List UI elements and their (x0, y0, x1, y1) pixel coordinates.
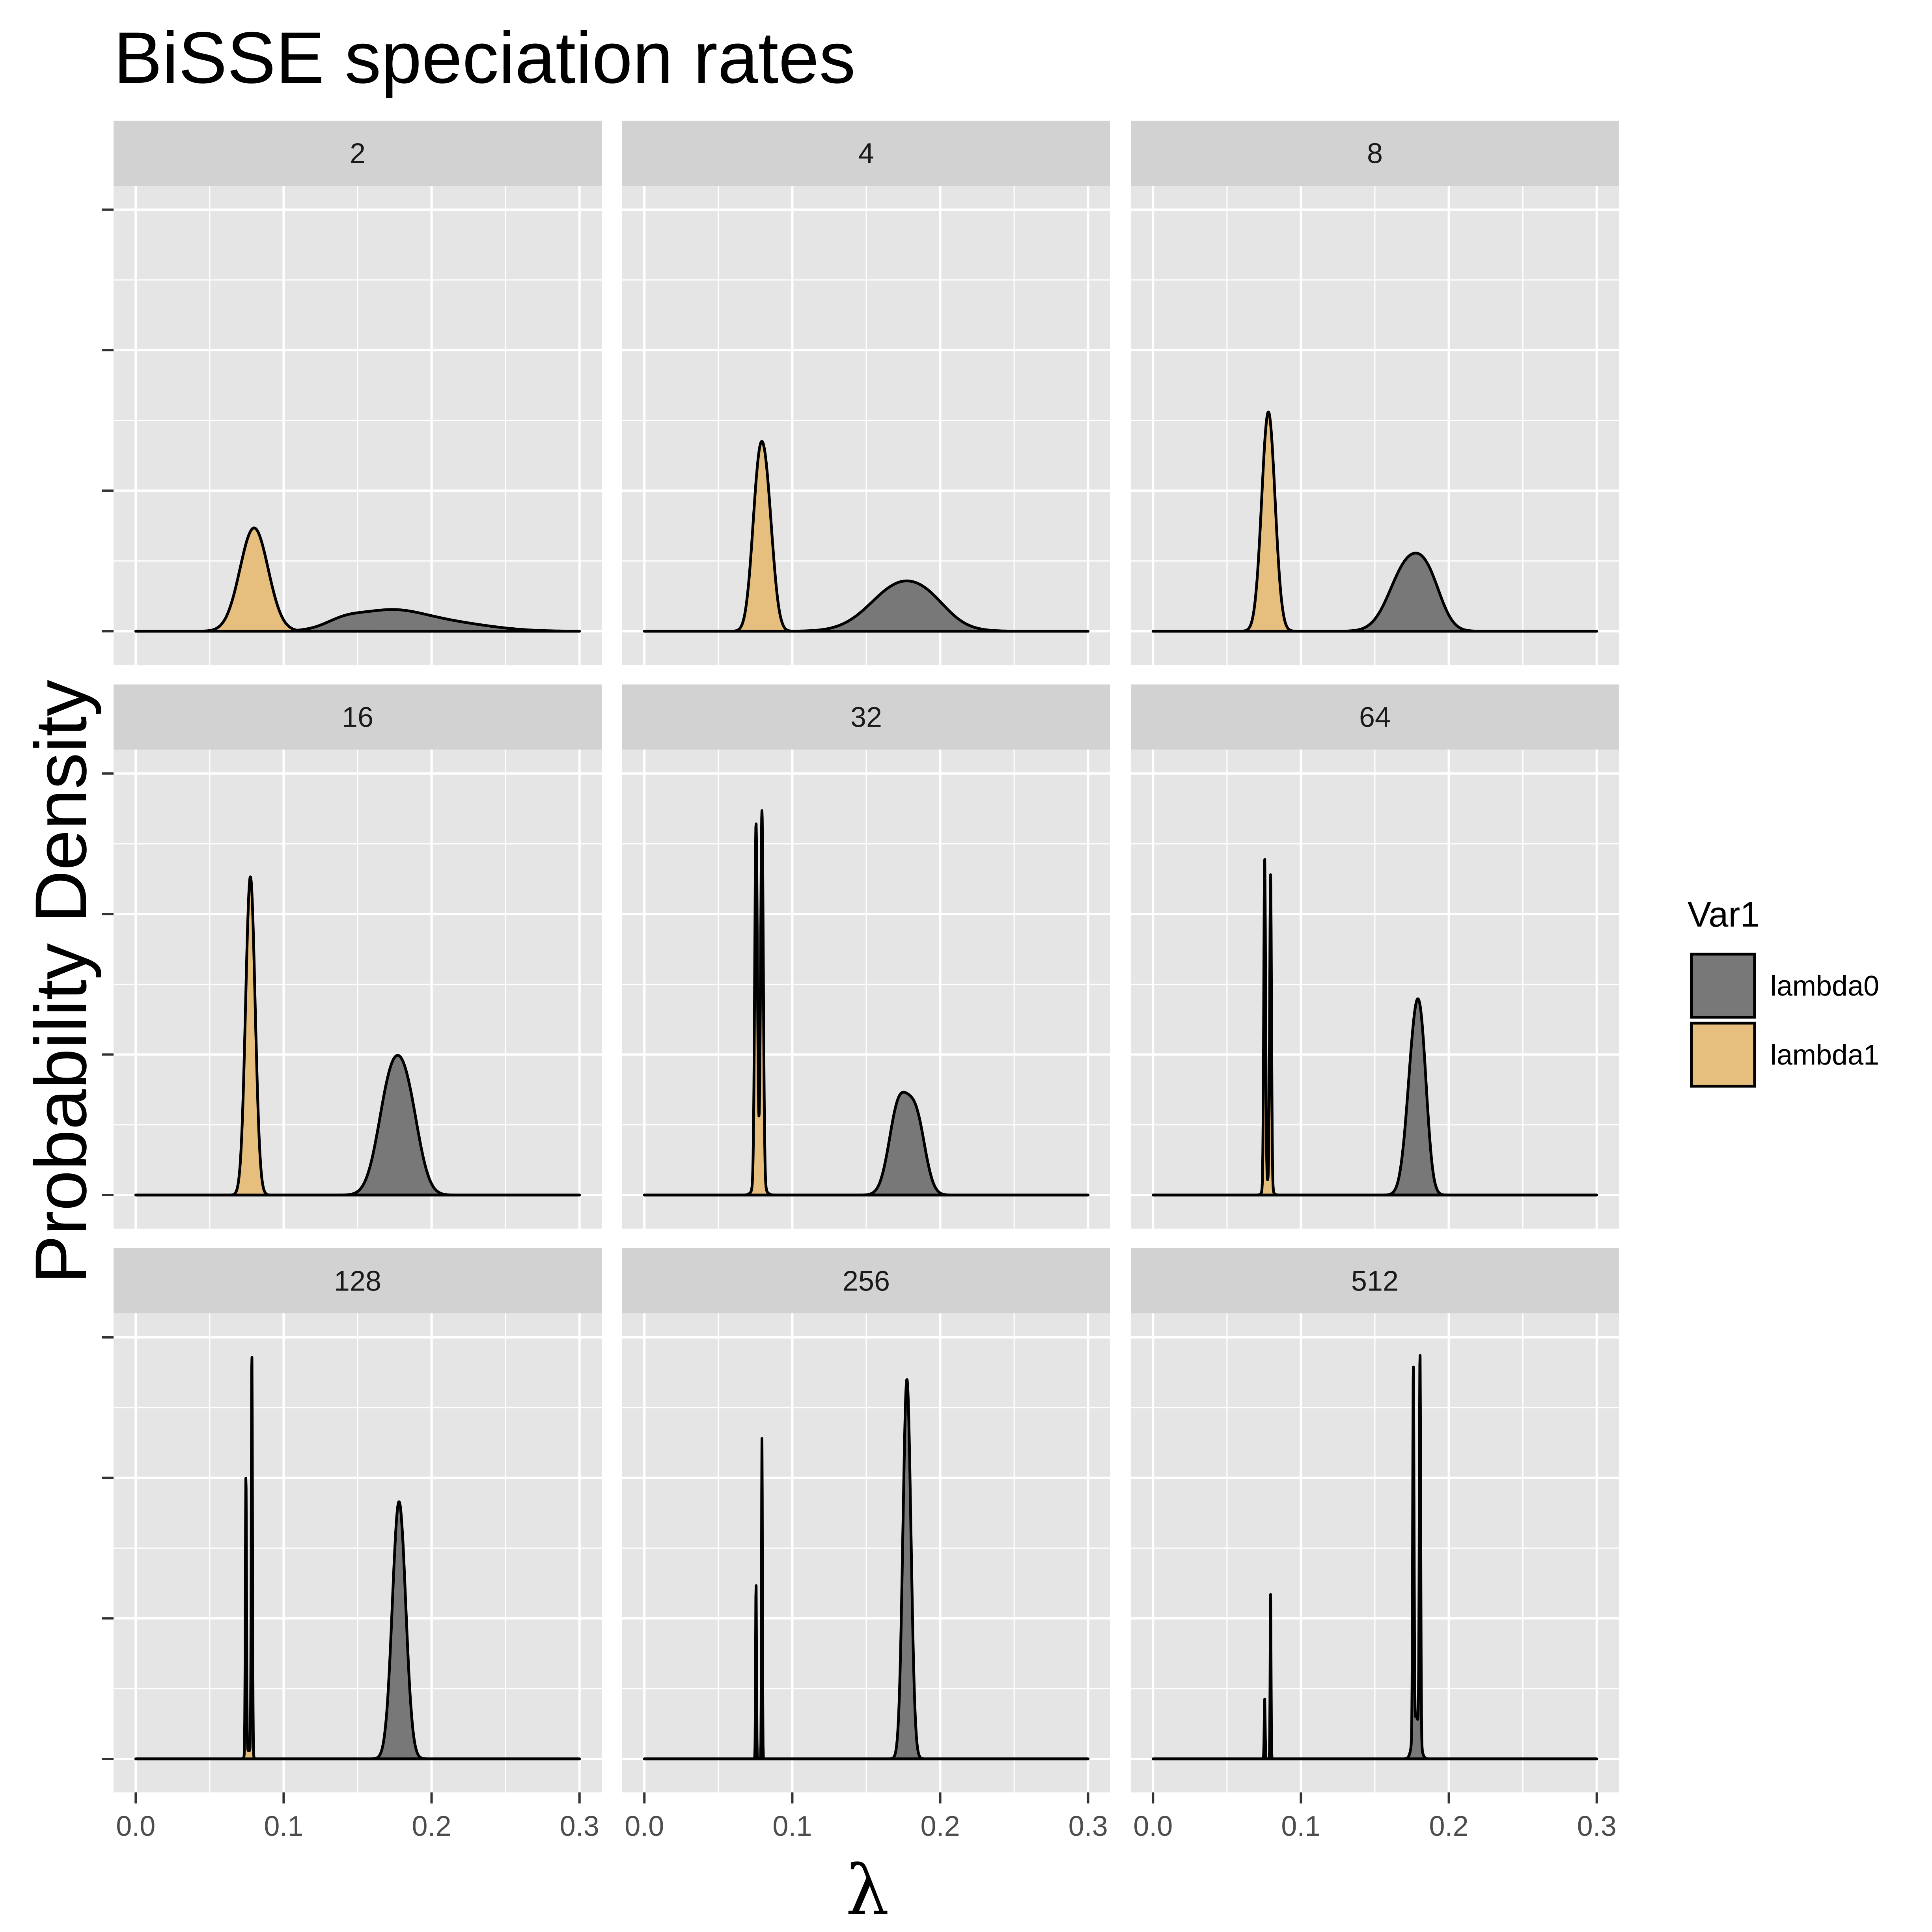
density-lambda1 (643, 1437, 1090, 1760)
facet-strip-label: 512 (1351, 1266, 1399, 1297)
facet-strip-label: 128 (334, 1266, 381, 1297)
density-lambda1 (1151, 858, 1598, 1197)
density-lambda1 (134, 1356, 581, 1760)
density-lambda1 (1151, 410, 1598, 633)
facet-panel-256: 256 0.0 0.1 0.2 0.3 (622, 1248, 1110, 1842)
facet-panel-512: 512 0.0 0.1 0.2 0.3 (1131, 1248, 1619, 1842)
facet-strip-label: 256 (843, 1266, 890, 1297)
facet-strip-label: 16 (342, 702, 373, 733)
x-tick-label: 0.2 (412, 1811, 451, 1842)
legend-key-lambda1 (1690, 1022, 1756, 1088)
facet-strip-label: 8 (1367, 138, 1383, 170)
legend-items: lambda0 lambda1 (1690, 953, 1879, 1088)
facet-panel-4: 4 (622, 121, 1110, 665)
density-lambda1 (134, 875, 581, 1197)
x-tick-label: 0.2 (921, 1811, 960, 1842)
facet-strip (622, 684, 1110, 750)
legend-label-lambda1: lambda1 (1770, 1039, 1879, 1071)
legend-key-lambda0 (1690, 953, 1756, 1019)
facet-strip (114, 121, 602, 186)
x-tick-label: 0.1 (1281, 1811, 1320, 1842)
legend: Var1 lambda0 lambda1 (1688, 895, 1879, 1088)
x-tick-label: 0.3 (1069, 1811, 1108, 1842)
density-lambda1 (1151, 1593, 1598, 1760)
x-tick-label: 0.0 (625, 1811, 664, 1842)
facet-panel-8: 8 (1131, 121, 1619, 665)
x-tick-label: 0.1 (264, 1811, 303, 1842)
facet-strip (114, 1248, 602, 1313)
density-lambda1 (643, 809, 1090, 1197)
facet-strip (1131, 684, 1619, 750)
x-tick-label: 0.1 (772, 1811, 812, 1842)
facet-strip-label: 32 (850, 702, 882, 733)
facet-panel-64: 64 (1131, 684, 1619, 1229)
facet-strip (1131, 1248, 1619, 1313)
facet-strip (622, 121, 1110, 186)
x-axis-title: λ (846, 1851, 890, 1931)
x-tick-label: 0.3 (560, 1811, 599, 1842)
facet-strip-label: 2 (350, 138, 366, 170)
legend-label-lambda0: lambda0 (1770, 970, 1879, 1002)
x-tick-label: 0.0 (116, 1811, 155, 1842)
legend-title: Var1 (1688, 895, 1760, 934)
density-lambda1 (134, 526, 581, 633)
facet-strip (1131, 121, 1619, 186)
facet-strip-label: 4 (858, 138, 874, 170)
x-tick-label: 0.0 (1133, 1811, 1173, 1842)
facet-panel-128: 128 0.0 0.1 0.2 0.3 (102, 1248, 602, 1842)
density-lambda1 (643, 440, 1090, 633)
facet-panel-16: 16 (102, 684, 602, 1229)
facet-strip-label: 64 (1359, 702, 1391, 733)
y-axis-title: Probability Density (21, 679, 102, 1284)
chart-title: BiSSE speciation rates (114, 17, 856, 99)
facet-strip (622, 1248, 1110, 1313)
facet-panel-2: 2 (102, 121, 602, 665)
x-tick-label: 0.2 (1429, 1811, 1469, 1842)
facet-panel-32: 32 (622, 684, 1110, 1229)
facet-strip (114, 684, 602, 750)
x-tick-label: 0.3 (1577, 1811, 1617, 1842)
